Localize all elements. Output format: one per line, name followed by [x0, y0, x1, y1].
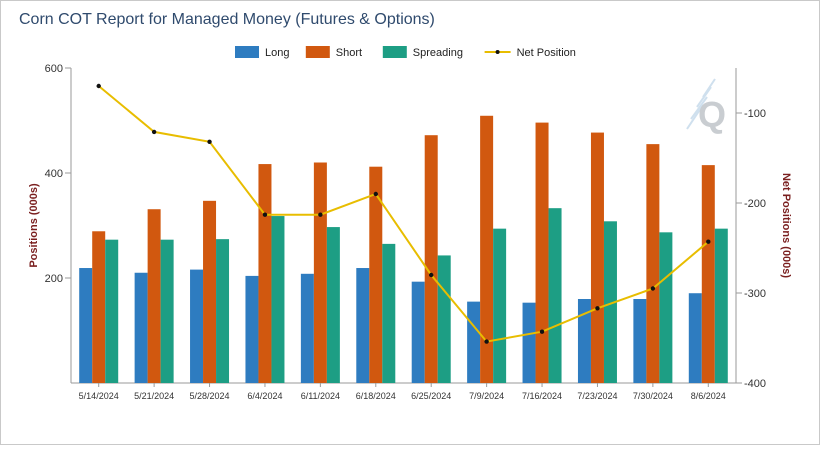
bar-spreading: [493, 228, 507, 383]
bar-short: [480, 115, 494, 384]
bar-short: [313, 162, 327, 383]
y2-axis-title: Net Positions (000s): [780, 173, 792, 278]
x-tick-label: 6/25/2024: [411, 391, 451, 401]
bar-spreading: [382, 243, 396, 383]
y2-tick-label: -200: [744, 198, 766, 210]
bar-long: [300, 273, 314, 383]
net-position-point: [262, 212, 268, 217]
bar-long: [467, 301, 481, 383]
x-tick-label: 7/30/2024: [633, 391, 673, 401]
x-tick-label: 5/28/2024: [190, 391, 230, 401]
net-position-point: [706, 239, 711, 244]
y-tick-label: 400: [45, 168, 63, 180]
bar-spreading: [160, 239, 174, 383]
net-position-point: [151, 129, 157, 135]
bar-spreading: [216, 239, 230, 383]
bar-spreading: [659, 232, 673, 383]
bar-long: [577, 299, 591, 383]
bar-short: [701, 165, 715, 383]
y-tick-label: 200: [45, 273, 63, 285]
bar-spreading: [326, 227, 340, 383]
bar-spreading: [714, 228, 728, 383]
bar-long: [190, 269, 204, 383]
x-tick-label: 6/18/2024: [356, 391, 396, 401]
x-tick-label: 8/6/2024: [691, 391, 726, 401]
legend-swatch-short: [305, 46, 330, 58]
legend-swatch-spreading: [382, 46, 407, 58]
bar-short: [535, 122, 549, 383]
x-tick-label: 7/16/2024: [522, 391, 562, 401]
bar-short: [424, 135, 438, 383]
bar-long: [411, 281, 425, 383]
bar-spreading: [271, 216, 285, 383]
y2-tick-label: -300: [744, 288, 766, 300]
bar-spreading: [437, 255, 451, 383]
bar-spreading: [105, 239, 119, 383]
net-position-line: [98, 85, 709, 343]
x-tick-label: 6/4/2024: [247, 391, 282, 401]
x-tick-label: 5/21/2024: [134, 391, 174, 401]
bar-short: [147, 209, 161, 383]
bar-long: [522, 302, 536, 383]
x-tick-label: 5/14/2024: [79, 391, 119, 401]
net-position-point: [650, 286, 656, 291]
net-position-point: [373, 191, 378, 197]
bar-long: [633, 299, 647, 383]
chart-title: Corn COT Report for Managed Money (Futur…: [19, 11, 435, 28]
bar-short: [92, 231, 106, 383]
bar-short: [258, 164, 272, 383]
x-tick-label: 7/9/2024: [469, 391, 504, 401]
q-logo-watermark: Q: [686, 78, 726, 135]
y-tick-label: 600: [45, 63, 63, 75]
net-position-point: [429, 272, 434, 278]
legend-label-spreading: Spreading: [413, 47, 463, 59]
net-position-point: [207, 139, 212, 144]
legend-label-short: Short: [336, 47, 362, 59]
net-position-point: [96, 83, 101, 89]
y-axis-title: Positions (000s): [28, 183, 40, 268]
legend-label-long: Long: [265, 47, 289, 59]
net-position-point: [539, 329, 545, 334]
bar-long: [245, 275, 259, 383]
legend-marker-net-position: [495, 50, 500, 54]
bar-short: [646, 144, 660, 383]
bar-long: [356, 268, 370, 383]
svg-text:Q: Q: [698, 94, 726, 135]
net-position-point: [318, 212, 323, 217]
x-tick-label: 6/11/2024: [301, 391, 340, 401]
x-tick-label: 7/23/2024: [577, 391, 617, 401]
bar-short: [369, 166, 383, 383]
bar-short: [590, 132, 604, 383]
bar-long: [688, 293, 702, 383]
legend-swatch-long: [235, 46, 259, 58]
net-position-point: [595, 306, 600, 311]
bar-spreading: [548, 208, 562, 383]
net-position-point: [484, 339, 489, 344]
bar-short: [203, 200, 217, 383]
y2-tick-label: -400: [744, 378, 766, 390]
bar-long: [79, 268, 93, 383]
bar-spreading: [603, 221, 617, 383]
bar-long: [134, 272, 148, 383]
legend-label-net-position: Net Position: [517, 47, 576, 59]
y2-tick-label: -100: [744, 108, 766, 120]
